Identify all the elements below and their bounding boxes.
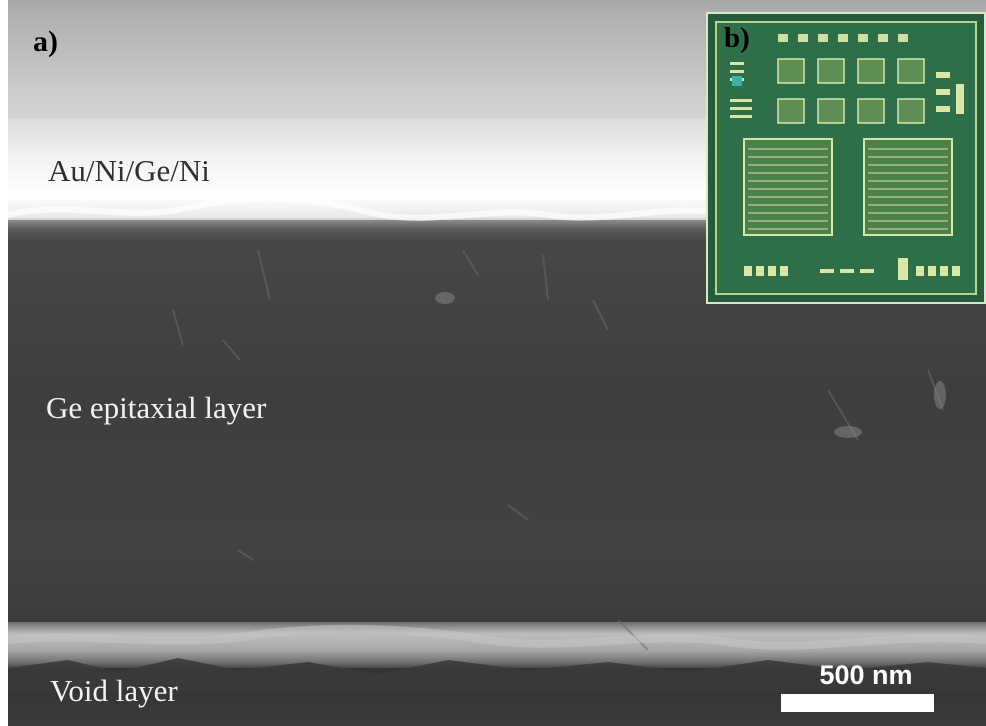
chip-layout-graphic <box>708 14 984 302</box>
panel-b-label: b) <box>724 22 750 54</box>
epitaxial-layer-label: Ge epitaxial layer <box>46 390 267 425</box>
chip-optical-inset: b) <box>706 12 986 304</box>
scale-bar <box>781 694 934 712</box>
epitaxial-layer-region <box>8 240 986 624</box>
metal-layer-label: Au/Ni/Ge/Ni <box>48 153 210 188</box>
panel-a-label: a) <box>33 25 58 58</box>
scale-bar-label: 500 nm <box>819 660 913 690</box>
sem-texture <box>8 195 986 690</box>
void-layer-label: Void layer <box>50 673 178 708</box>
